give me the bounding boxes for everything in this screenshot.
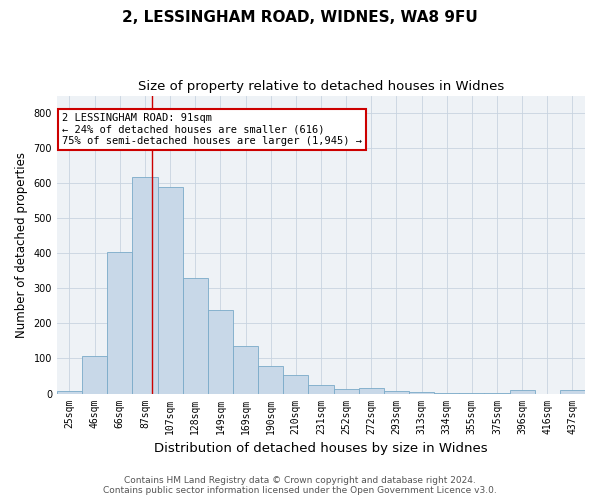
Bar xyxy=(283,376,308,394)
Bar xyxy=(560,390,585,394)
Bar xyxy=(107,252,133,394)
Bar xyxy=(133,177,158,394)
Bar xyxy=(409,392,434,394)
X-axis label: Distribution of detached houses by size in Widnes: Distribution of detached houses by size … xyxy=(154,442,488,455)
Bar xyxy=(182,278,208,394)
Bar xyxy=(384,391,409,394)
Text: 2, LESSINGHAM ROAD, WIDNES, WA8 9FU: 2, LESSINGHAM ROAD, WIDNES, WA8 9FU xyxy=(122,10,478,25)
Bar xyxy=(434,393,459,394)
Bar xyxy=(258,366,283,394)
Text: 2 LESSINGHAM ROAD: 91sqm
← 24% of detached houses are smaller (616)
75% of semi-: 2 LESSINGHAM ROAD: 91sqm ← 24% of detach… xyxy=(62,113,362,146)
Bar xyxy=(57,391,82,394)
Bar xyxy=(233,346,258,394)
Bar xyxy=(308,386,334,394)
Y-axis label: Number of detached properties: Number of detached properties xyxy=(15,152,28,338)
Text: Contains HM Land Registry data © Crown copyright and database right 2024.
Contai: Contains HM Land Registry data © Crown c… xyxy=(103,476,497,495)
Bar xyxy=(359,388,384,394)
Bar xyxy=(509,390,535,394)
Bar xyxy=(82,356,107,394)
Bar xyxy=(158,186,182,394)
Bar xyxy=(208,310,233,394)
Bar xyxy=(334,388,359,394)
Title: Size of property relative to detached houses in Widnes: Size of property relative to detached ho… xyxy=(138,80,504,93)
